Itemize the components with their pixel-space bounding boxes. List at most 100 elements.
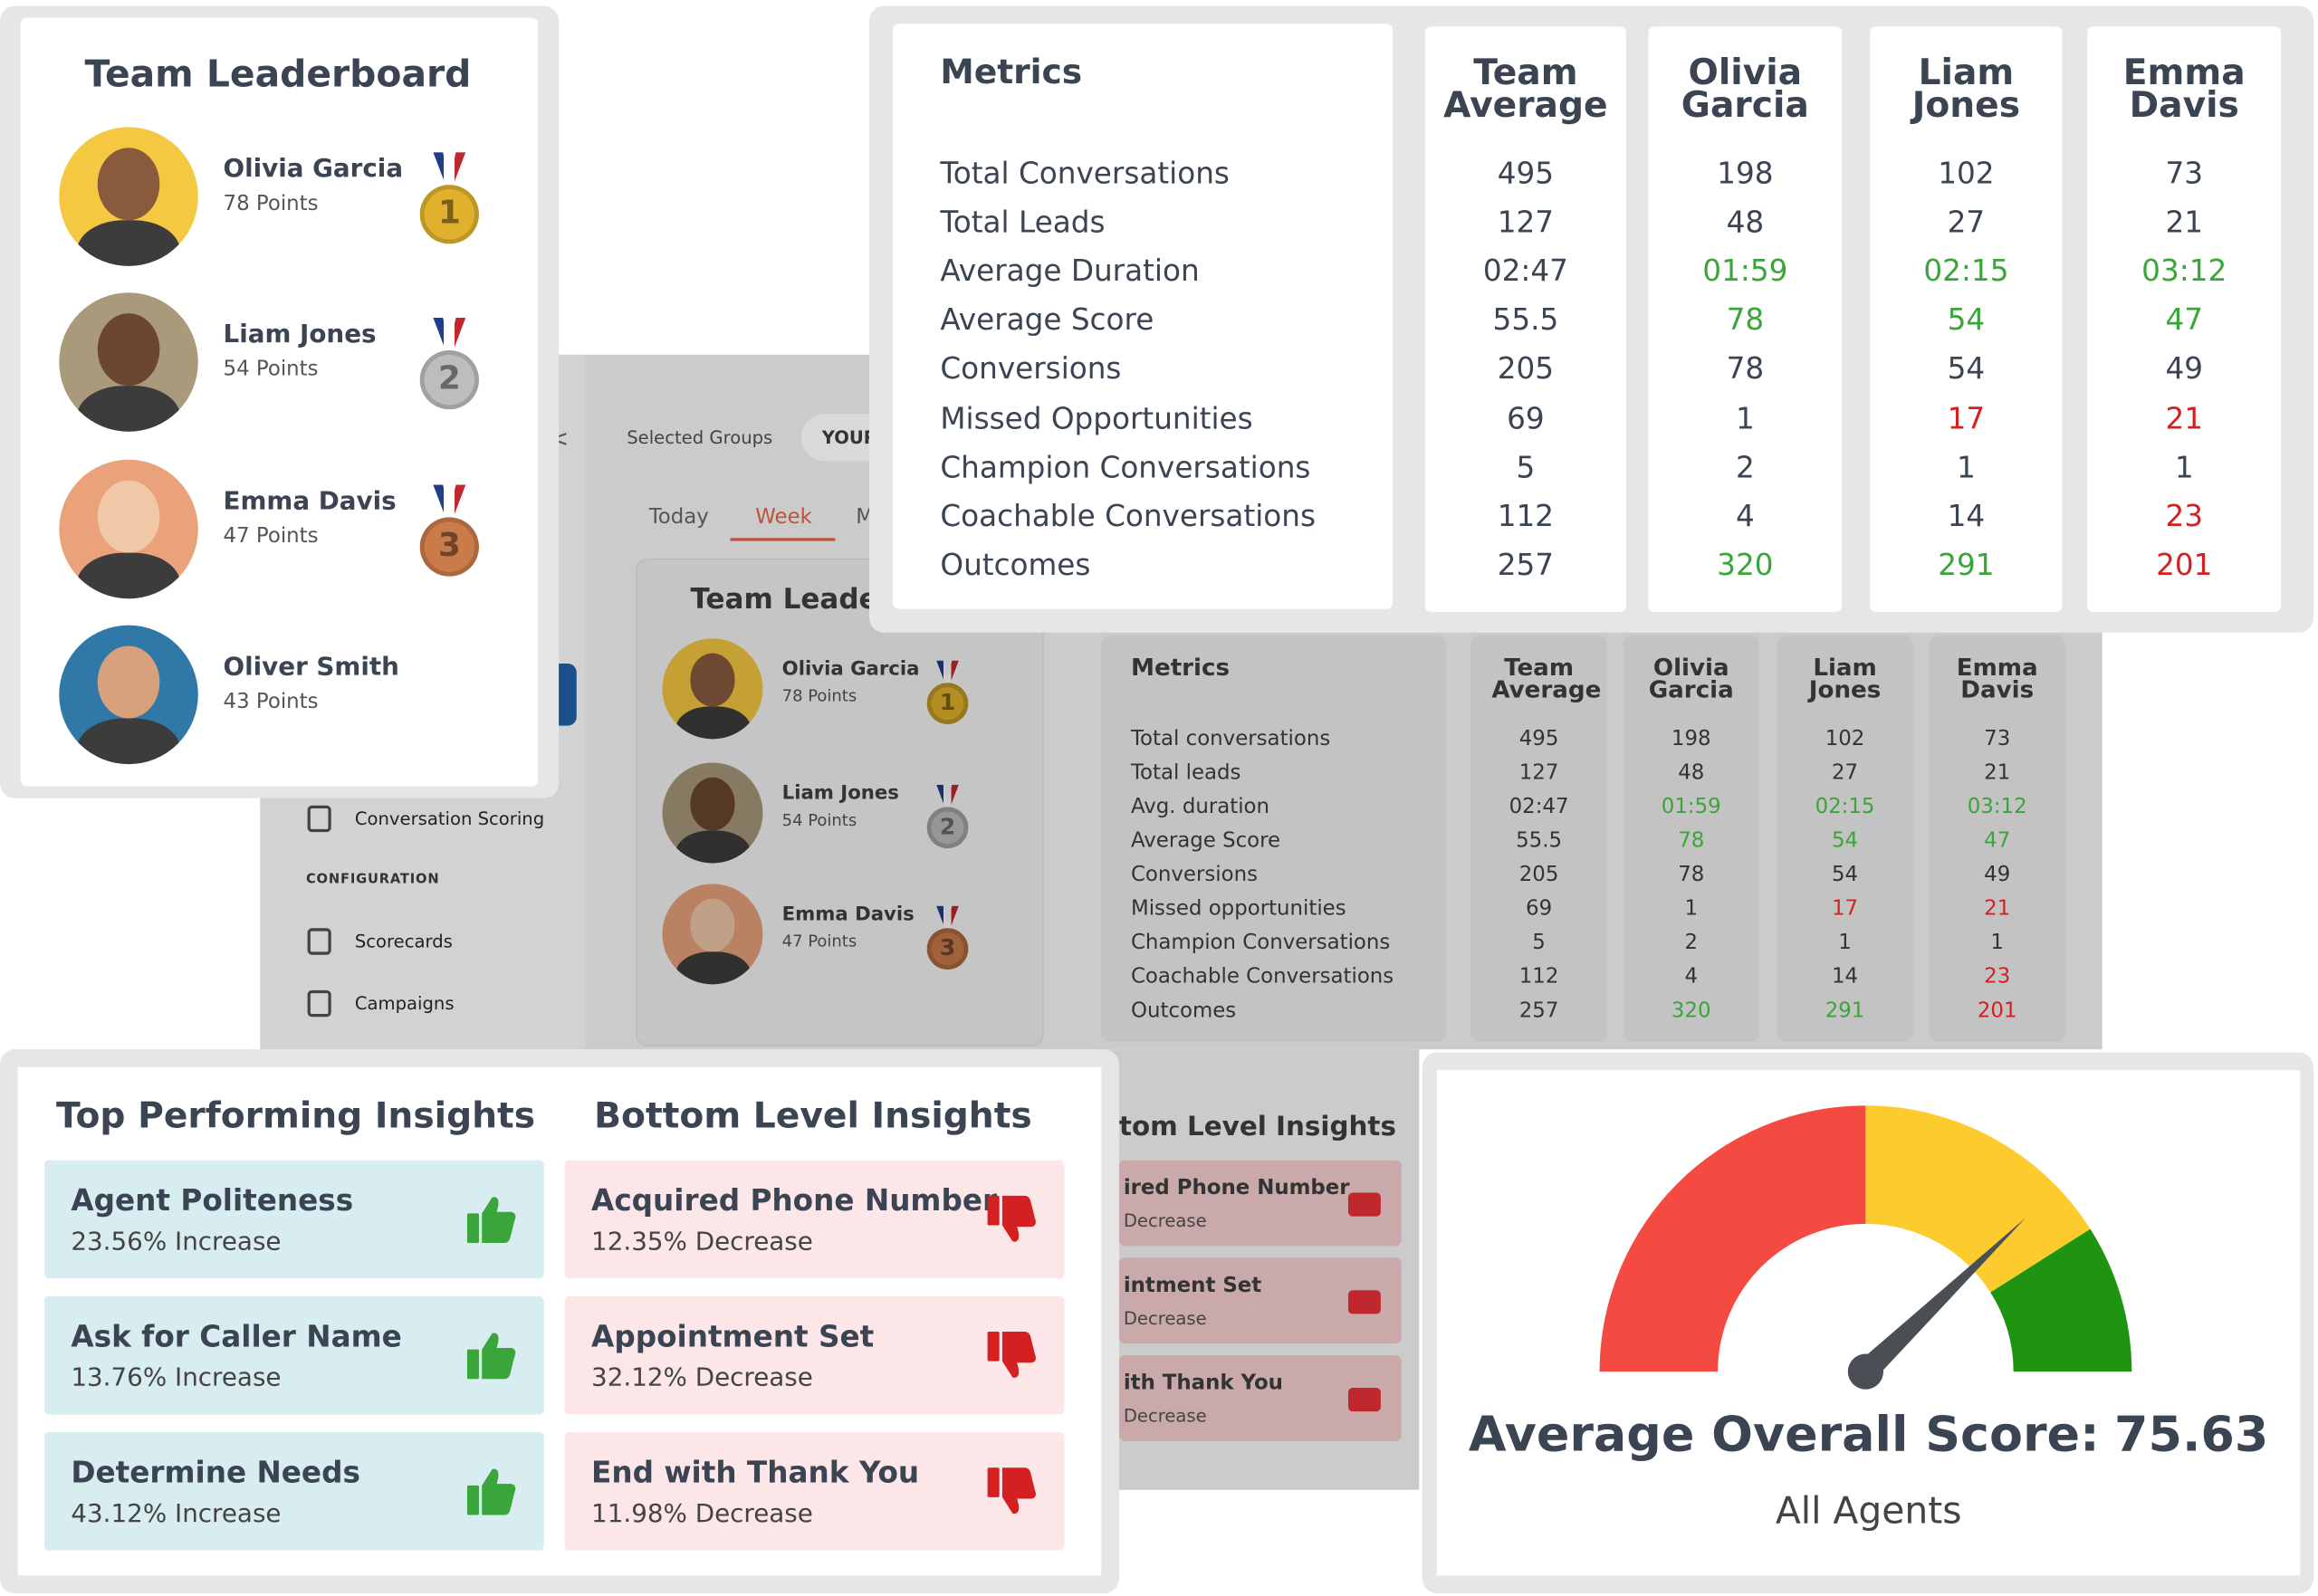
avatar-body [675, 830, 751, 864]
medal-rank: 1 [437, 195, 461, 233]
avatar-face [97, 148, 160, 221]
leaderboard-title: Team Leaderboard [84, 52, 472, 96]
avatar [59, 292, 198, 432]
metrics-column [2087, 26, 2282, 612]
insight-label: Agent Politeness [71, 1182, 354, 1219]
filter-label: Selected Groups [627, 426, 773, 448]
back-entry-name: Liam Jones [781, 782, 899, 805]
insight-label: Determine Needs [71, 1454, 360, 1490]
metric-cell: 21 [2165, 399, 2204, 435]
metric-cell: 54 [1947, 301, 1986, 338]
metrics-label-box [893, 24, 1393, 609]
metric-cell: 54 [1947, 350, 1986, 387]
back-cell: 14 [1831, 965, 1859, 989]
avatar [59, 625, 198, 765]
avatar-body [76, 386, 181, 432]
back-metrics-column [1929, 636, 2065, 1043]
avatar [662, 884, 763, 985]
back-insight-detail: Decrease [1123, 1210, 1207, 1231]
metric-cell: 02:47 [1482, 253, 1568, 289]
back-cell: 2 [1684, 931, 1699, 955]
avatar [662, 762, 763, 864]
entry-points: 54 Points [223, 358, 319, 382]
avatar-body [675, 951, 751, 985]
tab: Today [648, 505, 709, 530]
entry-points: 78 Points [223, 192, 319, 216]
medal: 3 [926, 928, 969, 970]
back-cell: 198 [1671, 727, 1711, 751]
column-header: Team Average [1443, 52, 1608, 126]
gauge-title-label: Average Overall Score: [1468, 1404, 2100, 1463]
metric-cell: 14 [1947, 497, 1986, 533]
metric-cell: 201 [2156, 546, 2213, 582]
gauge-hub [1847, 1353, 1883, 1390]
entry-points: 43 Points [223, 690, 319, 714]
back-cell: 257 [1518, 999, 1559, 1023]
insight-label: Acquired Phone Number [591, 1182, 998, 1219]
metric-cell: 291 [1938, 546, 1995, 582]
column-header: Olivia Garcia [1681, 52, 1809, 126]
insight-item [43, 1160, 544, 1279]
metric-cell: 01:59 [1702, 253, 1788, 289]
avatar-body [675, 706, 751, 740]
back-insight-detail: Decrease [1123, 1405, 1207, 1427]
back-entry-name: Emma Davis [781, 903, 915, 926]
back-cell: 73 [1984, 727, 2011, 751]
medal: 2 [926, 807, 969, 849]
medal: 3 [419, 517, 479, 577]
column-header: Liam Jones [1911, 52, 2021, 126]
gauge-needle [1857, 1218, 2026, 1381]
back-row-label: Total conversations [1130, 727, 1331, 751]
row-label: Missed Opportunities [940, 399, 1253, 435]
back-insights-title: tom Level Insights [1118, 1111, 1396, 1143]
tab: Week [755, 505, 812, 530]
insights-title: Top Performing Insights [55, 1094, 536, 1137]
gauge-zone [1865, 1105, 2091, 1293]
gauge-title: Average Overall Score: 75.63 [1469, 1410, 2268, 1458]
metric-cell: 1 [2174, 448, 2194, 484]
insight-label: Appointment Set [591, 1318, 875, 1354]
avatar-face [97, 480, 160, 554]
row-label: Champion Conversations [940, 448, 1311, 484]
back-cell: 03:12 [1967, 795, 2027, 819]
thumb-down-icon [987, 1195, 1036, 1242]
metric-cell: 23 [2165, 497, 2204, 533]
medal-rank: 3 [939, 934, 956, 961]
metric-cell: 03:12 [2141, 253, 2227, 289]
back-cell: 291 [1825, 999, 1865, 1023]
tab-underline [730, 538, 836, 541]
insight-item [564, 1160, 1065, 1279]
avatar [59, 459, 198, 599]
back-cell: 320 [1671, 999, 1711, 1023]
back-cell: 127 [1518, 760, 1559, 785]
metric-cell: 17 [1947, 399, 1986, 435]
back-cell: 17 [1831, 897, 1859, 922]
thumb-up-icon [466, 1468, 516, 1515]
back-metrics-column [1623, 636, 1759, 1043]
row-label: Average Score [940, 301, 1154, 338]
metric-cell: 55.5 [1492, 301, 1559, 338]
insight-item [564, 1295, 1065, 1415]
back-cell: 02:47 [1509, 795, 1569, 819]
back-cell: 49 [1984, 863, 2011, 887]
insight-item [43, 1432, 544, 1551]
avatar-face [97, 645, 160, 720]
entry-name: Emma Davis [223, 486, 397, 517]
metric-cell: 48 [1726, 204, 1765, 240]
insight-detail: 11.98% Decrease [591, 1499, 813, 1529]
thumb-up-icon [466, 1197, 516, 1244]
back-cell: 21 [1984, 897, 2011, 922]
avatar-body [76, 553, 181, 599]
gauge-title-score: 75.63 [2113, 1404, 2269, 1463]
avatar [662, 638, 763, 740]
nav-icon [307, 928, 331, 955]
back-cell: 201 [1977, 999, 2017, 1023]
medal-rank: 2 [939, 813, 956, 840]
metric-cell: 127 [1497, 204, 1555, 240]
metric-cell: 102 [1938, 155, 1995, 191]
back-cell: 21 [1984, 760, 2011, 785]
back-entry-name: Olivia Garcia [781, 658, 920, 681]
back-cell: 02:15 [1815, 795, 1875, 819]
avatar [59, 127, 198, 266]
